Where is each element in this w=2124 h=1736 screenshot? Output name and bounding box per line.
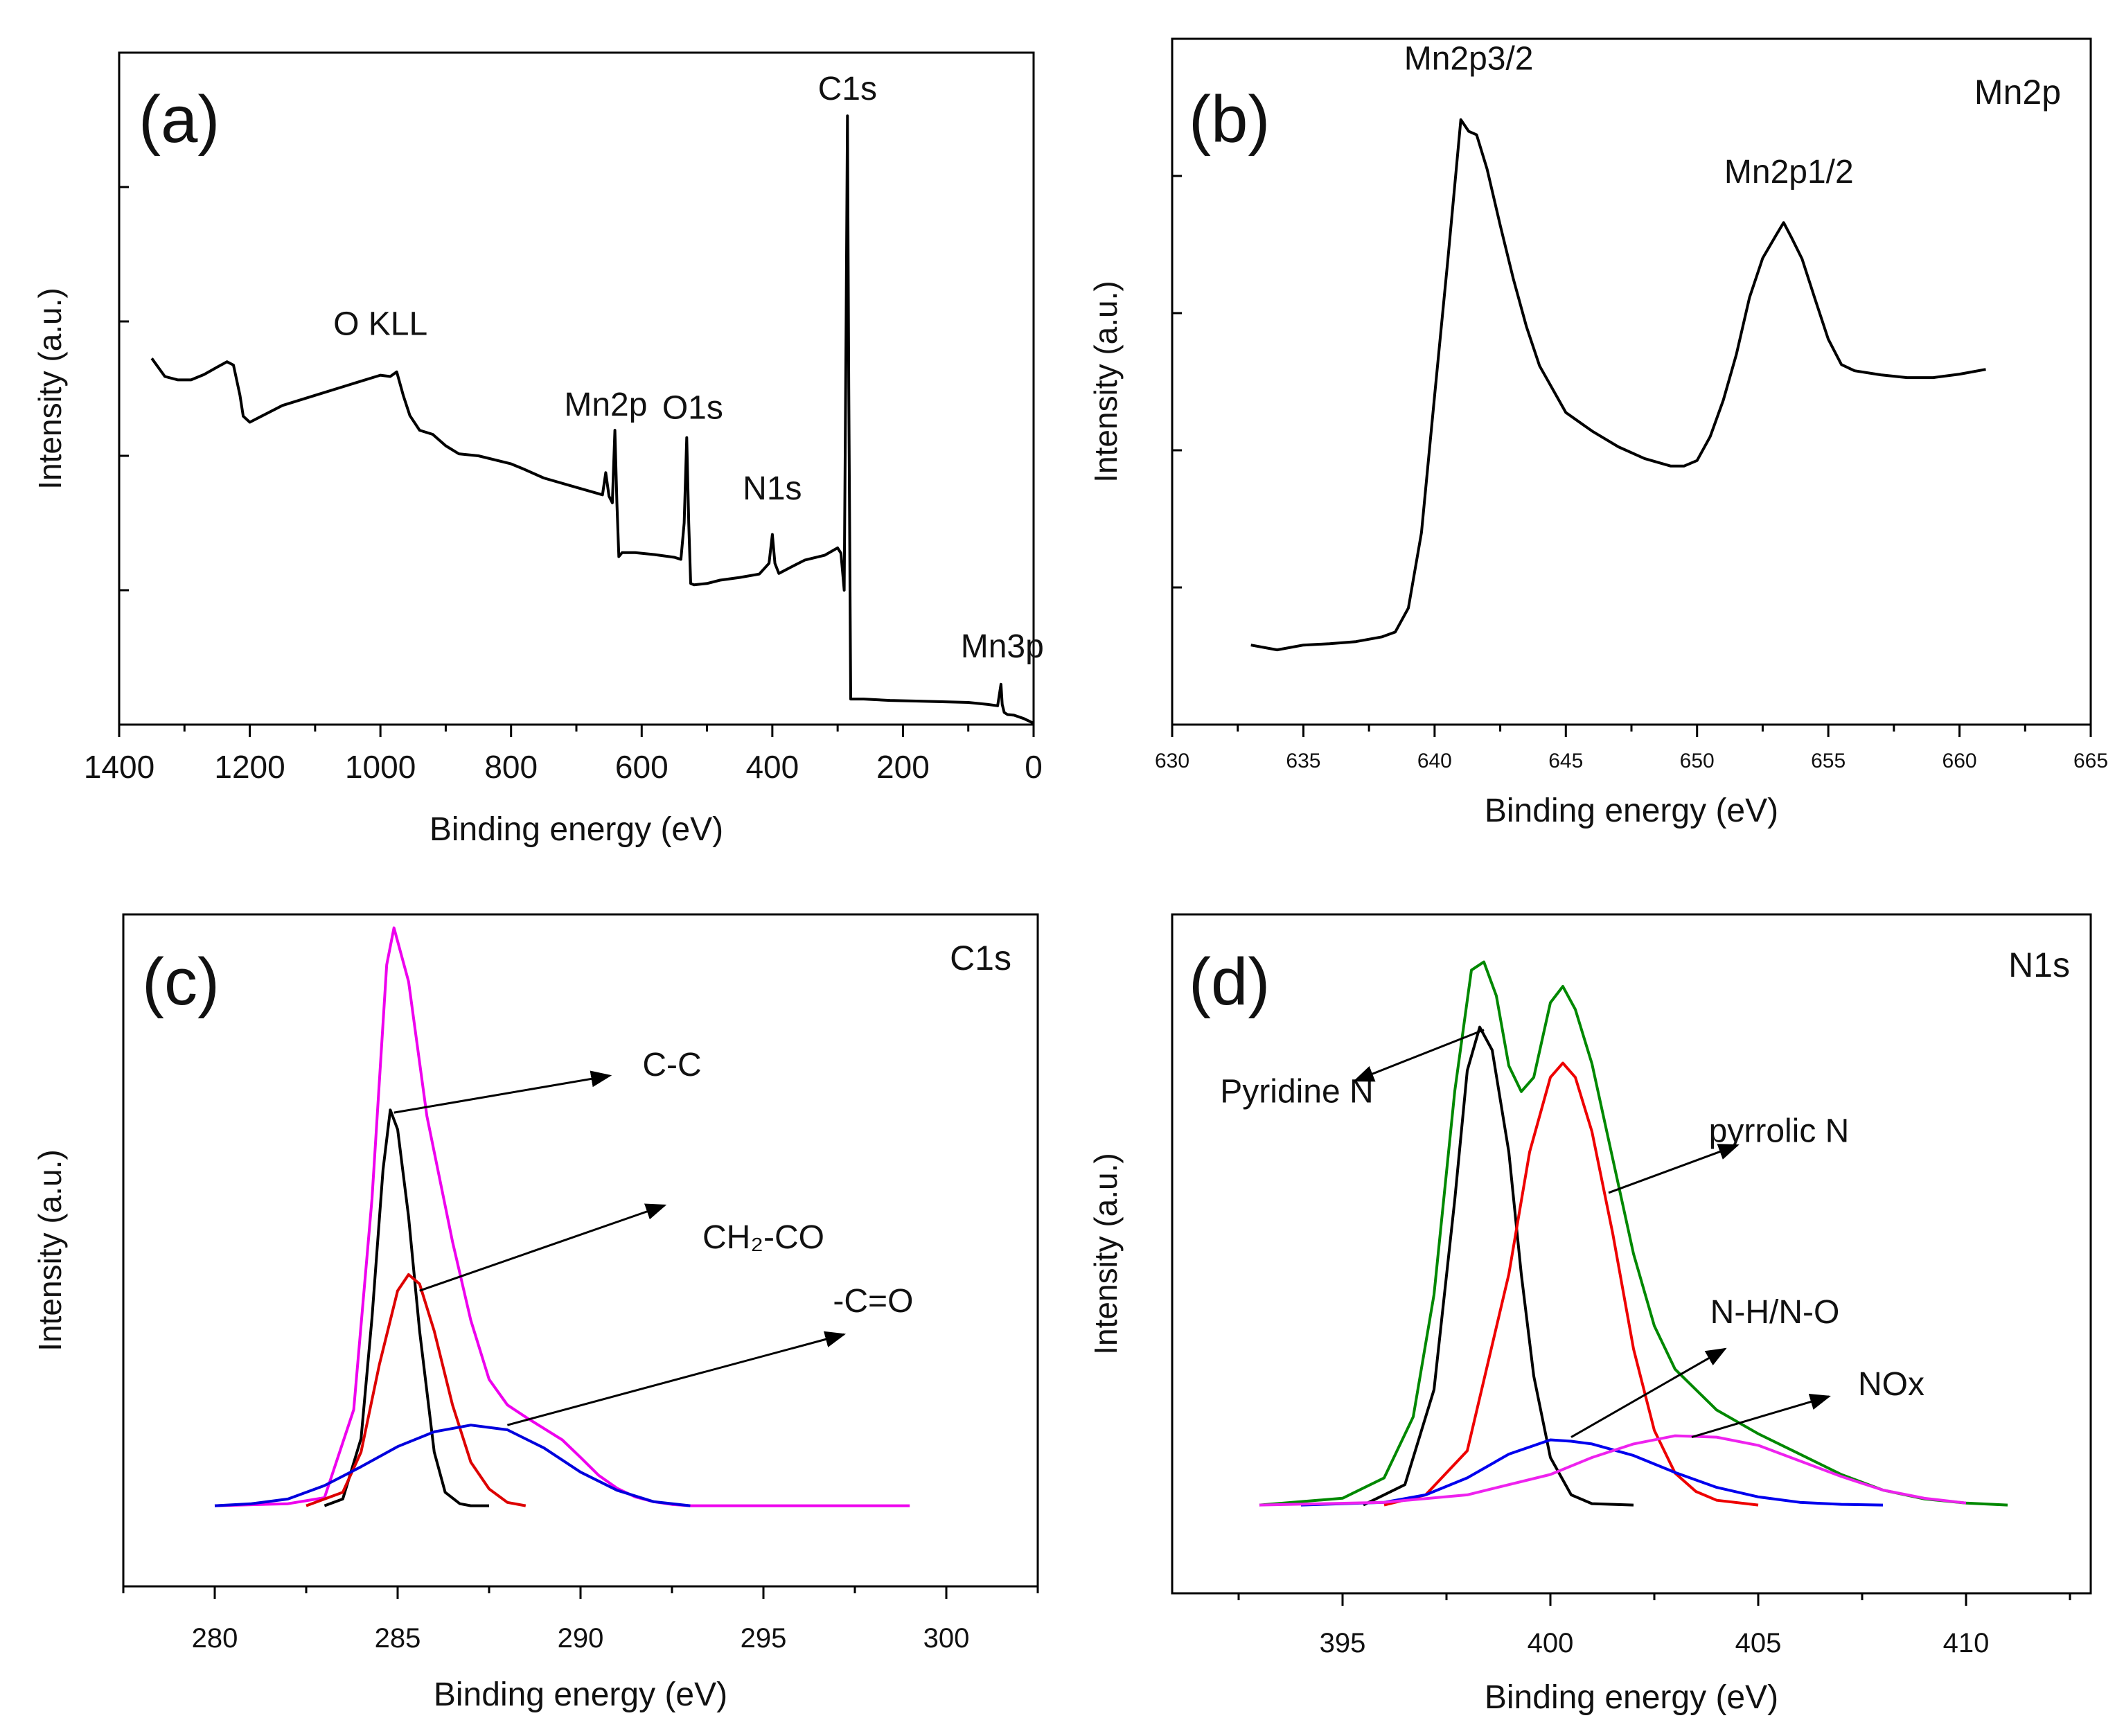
y-axis-label: Intensity (a.u.)	[1088, 281, 1124, 482]
panel-a: 1400 1200 1000 800 600 400 200 0 Binding energy …	[32, 51, 1044, 848]
annotation-label: C1s	[818, 71, 877, 107]
x-tick-label: 645	[1548, 750, 1583, 772]
series-line-ch2-co	[306, 1273, 526, 1507]
series-line-envelope	[1259, 960, 2008, 1507]
x-tick-label: 295	[741, 1623, 787, 1654]
x-tick-label: 660	[1942, 750, 1977, 772]
panel-label: (c)	[142, 945, 220, 1019]
annotation-label: C-C	[642, 1047, 701, 1083]
series-line-n-h-n-o	[1300, 1438, 1884, 1507]
y-axis-label: Intensity (a.u.)	[32, 1149, 68, 1351]
annotation-label: CH₂-CO	[702, 1219, 824, 1256]
panel-title: Mn2p	[1974, 73, 2061, 112]
x-tick-label: 300	[923, 1623, 970, 1654]
panel-c: 280 285 290 295 300 Binding energy (eV) Intens…	[32, 913, 1039, 1713]
x-tick-label: 285	[375, 1623, 421, 1654]
x-tick-label: 1200	[214, 749, 285, 785]
x-tick-label: 630	[1155, 750, 1189, 772]
series-line-pyridine-n	[1363, 1025, 1634, 1507]
x-tick-label: 655	[1811, 750, 1846, 772]
annotation-label: N-H/N-O	[1710, 1294, 1840, 1331]
annotation-label: -C=O	[833, 1283, 913, 1320]
plot-frame-d	[1171, 913, 2092, 1595]
x-tick-label: 1000	[345, 749, 416, 785]
x-tick-label: 400	[745, 749, 799, 785]
x-tick-label: 400	[1528, 1628, 1574, 1658]
annotation-label: O KLL	[333, 305, 427, 342]
x-tick-label: 280	[192, 1623, 238, 1654]
x-axis-label: Binding energy (eV)	[1485, 792, 1778, 829]
x-tick-label: 405	[1735, 1628, 1782, 1658]
series-line-c-c	[324, 1108, 489, 1507]
annotation-label: Mn2p	[564, 387, 647, 423]
annotation-label: N1s	[743, 470, 802, 507]
annotation-label: NOx	[1858, 1366, 1924, 1403]
series-line--c-o	[214, 1424, 691, 1507]
panel-label: (d)	[1189, 945, 1270, 1019]
panel-title: C1s	[950, 939, 1011, 977]
x-tick-label: 1400	[84, 749, 154, 785]
panel-label: (a)	[139, 82, 220, 157]
annotation-arrow	[1570, 1347, 1727, 1438]
x-tick-label: 0	[1025, 749, 1043, 785]
annotation-label: O1s	[662, 390, 723, 427]
series-line-mn2p	[1250, 118, 1986, 652]
x-axis-label: Binding energy (eV)	[430, 811, 723, 848]
x-axis-label: Binding energy (eV)	[434, 1676, 727, 1713]
annotation-arrow	[507, 1331, 847, 1426]
annotation-arrow	[419, 1203, 667, 1292]
annotation-label: Pyridine N	[1220, 1073, 1373, 1110]
panel-title: N1s	[2008, 946, 2070, 984]
annotation-label: Mn2p3/2	[1404, 41, 1534, 78]
y-axis-label: Intensity (a.u.)	[1088, 1153, 1124, 1354]
x-axis-label: Binding energy (eV)	[1485, 1679, 1778, 1716]
x-tick-label: 600	[615, 749, 669, 785]
panel-b: 630 635 640 645 650 655 660 665 Binding energy (…	[1088, 37, 2108, 829]
panel-label: (b)	[1189, 82, 1270, 157]
series-line-pyrrolic-n	[1383, 1061, 1759, 1507]
x-tick-label: 665	[2073, 750, 2108, 772]
annotation-arrow	[1691, 1393, 1831, 1439]
annotation-label: Mn3p	[961, 628, 1044, 665]
x-tick-label: 290	[558, 1623, 604, 1654]
x-tick-label: 650	[1680, 750, 1715, 772]
x-tick-label: 410	[1943, 1628, 1990, 1658]
annotation-arrow	[1608, 1144, 1740, 1194]
x-tick-label: 395	[1320, 1628, 1366, 1658]
x-tick-label: 640	[1417, 750, 1452, 772]
series-line-survey	[150, 114, 1034, 725]
annotation-arrow	[393, 1070, 612, 1114]
x-tick-label: 635	[1286, 750, 1320, 772]
annotation-arrow	[1353, 1029, 1485, 1082]
panel-d: 395 400 405 410 Binding energy (eV) Intensity…	[1088, 913, 2092, 1716]
x-tick-label: 200	[876, 749, 930, 785]
y-axis-label: Intensity (a.u.)	[32, 287, 68, 489]
annotation-label: Mn2p1/2	[1724, 154, 1854, 191]
annotation-label: pyrrolic N	[1709, 1113, 1850, 1149]
x-tick-label: 800	[484, 749, 538, 785]
